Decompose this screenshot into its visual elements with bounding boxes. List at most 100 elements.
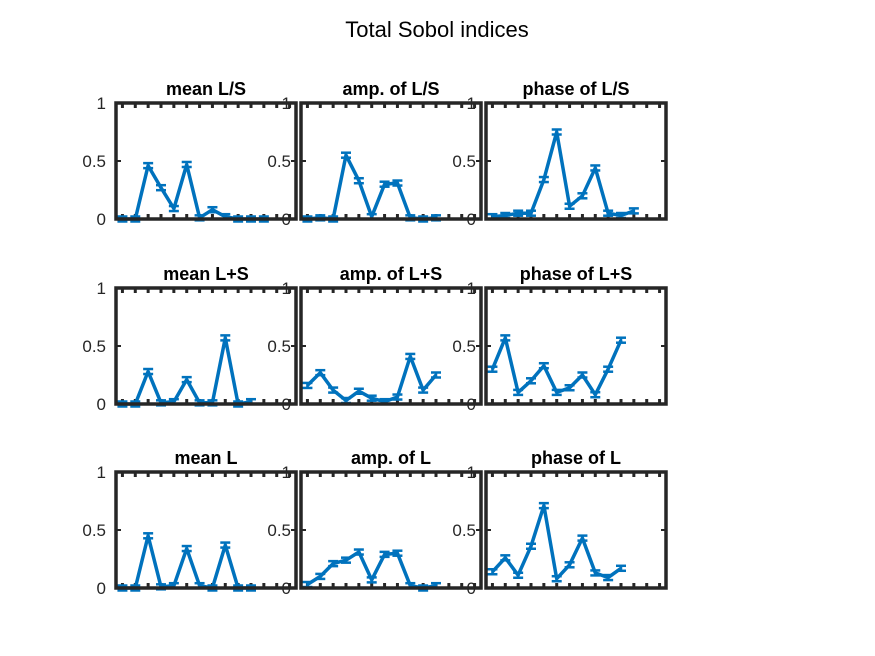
data-point [564, 561, 575, 569]
y-tick-label: 0.5 [82, 521, 106, 540]
data-point [526, 542, 536, 550]
data-point [603, 209, 614, 217]
data-point [392, 549, 403, 557]
data-point [603, 573, 614, 582]
subplot-1: mean L/S 0 0.5 1 [82, 79, 298, 229]
data-point [328, 386, 339, 394]
data-point [353, 548, 364, 556]
subplot-3: phase of L/S 0 0.5 1 [452, 79, 668, 229]
data-point [487, 568, 498, 576]
y-tick-label: 0 [282, 210, 291, 229]
data-point [577, 371, 588, 379]
data-point [551, 128, 562, 136]
data-point [590, 390, 601, 399]
data-point [590, 164, 601, 172]
subplot-5: amp. of L+S 0 0.5 1 [267, 264, 483, 414]
data-point [220, 541, 231, 549]
data-point [526, 209, 536, 217]
data-point [616, 336, 626, 344]
data-point [538, 175, 549, 184]
data-point [526, 377, 536, 385]
y-tick-label: 0.5 [452, 152, 476, 171]
data-point [590, 569, 601, 577]
data-point [513, 571, 524, 579]
data-point [366, 394, 377, 402]
data-point [564, 202, 575, 210]
subplot-grid: mean L/S 0 0.5 1 amp. of L/S 0 0.5 1 phase of L/… [82, 79, 668, 598]
axes-box [114, 286, 298, 406]
subplot-title: phase of L+S [520, 264, 633, 284]
y-tick-label: 0.5 [267, 521, 291, 540]
axes-box [484, 470, 668, 590]
data-point [418, 386, 429, 394]
subplot-4: mean L+S 0 0.5 1 [82, 264, 298, 414]
data-point [392, 179, 403, 187]
data-point [431, 371, 441, 379]
data-point [328, 559, 339, 568]
data-point [143, 367, 154, 376]
data-point [513, 209, 524, 217]
data-point [538, 361, 549, 370]
y-tick-label: 0.5 [452, 337, 476, 356]
y-tick-label: 0 [97, 579, 106, 598]
data-point [181, 375, 192, 384]
subplot-6: phase of L+S 0 0.5 1 [452, 264, 668, 414]
subplot-title: amp. of L [351, 448, 431, 468]
data-point [500, 554, 511, 562]
y-tick-label: 1 [467, 279, 476, 298]
data-point [392, 393, 403, 401]
data-point [181, 160, 192, 169]
data-point [341, 151, 351, 159]
data-point [513, 388, 524, 397]
subplot-title: amp. of L/S [342, 79, 439, 99]
data-point [577, 534, 588, 542]
data-point [207, 205, 218, 214]
y-tick-label: 0 [97, 210, 106, 229]
y-tick-label: 0.5 [82, 152, 106, 171]
data-point [315, 368, 326, 377]
series-line [492, 130, 635, 219]
axes-box [299, 470, 483, 590]
data-point [143, 532, 154, 540]
data-point [551, 574, 562, 583]
axes-box [114, 470, 298, 590]
data-point [156, 183, 166, 192]
axes-box [484, 286, 668, 406]
axes-box [114, 101, 298, 221]
data-point [551, 388, 562, 397]
subplot-title: mean L/S [166, 79, 246, 99]
subplot-7: mean L 0 0.5 1 [82, 448, 298, 598]
data-point [616, 564, 626, 573]
y-tick-label: 1 [97, 94, 106, 113]
axes-box [299, 286, 483, 406]
subplot-9: phase of L 0 0.5 1 [452, 448, 668, 598]
data-point [628, 207, 639, 215]
y-tick-label: 1 [282, 279, 291, 298]
y-tick-label: 1 [467, 463, 476, 482]
y-tick-label: 0 [467, 395, 476, 414]
subplot-8: amp. of L 0 0.5 1 [267, 448, 483, 598]
data-point [315, 572, 326, 581]
data-point [168, 204, 179, 213]
y-tick-label: 1 [97, 279, 106, 298]
y-tick-label: 0 [282, 395, 291, 414]
data-point [220, 334, 231, 342]
subplot-2: amp. of L/S 0 0.5 1 [267, 79, 483, 229]
figure-title: Total Sobol indices [345, 17, 528, 42]
axes-box [484, 101, 668, 221]
data-point [181, 544, 192, 553]
subplot-title: phase of L/S [522, 79, 629, 99]
data-point [577, 192, 588, 200]
y-tick-label: 1 [97, 463, 106, 482]
data-point [366, 576, 377, 584]
y-tick-label: 0 [467, 210, 476, 229]
y-tick-label: 0 [97, 395, 106, 414]
subplot-title: amp. of L+S [340, 264, 443, 284]
data-point [405, 352, 416, 361]
data-point [302, 381, 313, 390]
data-point [487, 365, 498, 373]
data-point [143, 161, 154, 170]
data-point [564, 384, 575, 392]
subplot-title: mean L [174, 448, 237, 468]
